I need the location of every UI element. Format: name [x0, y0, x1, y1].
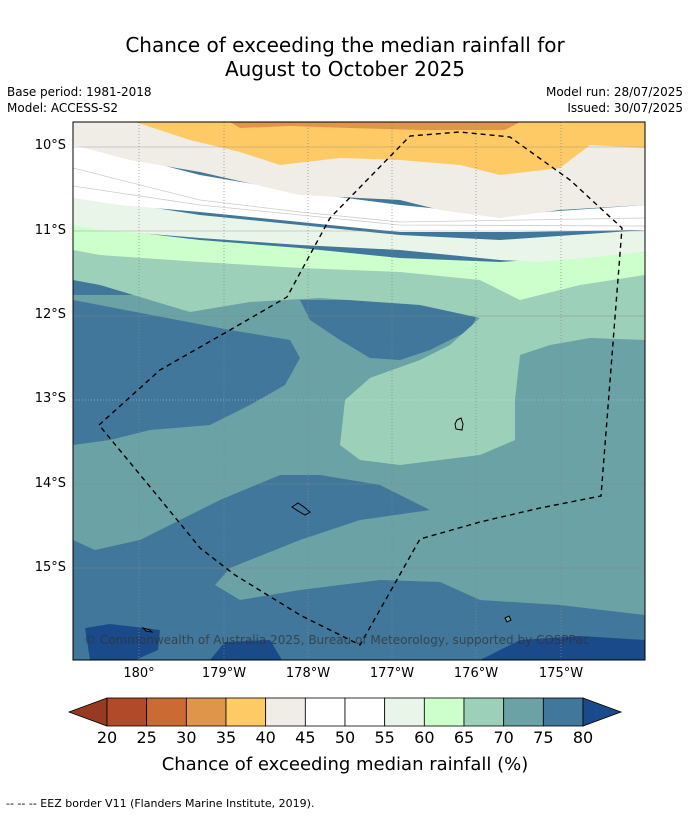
colorbar-tick-label: 50	[334, 728, 356, 747]
colorbar-title: Chance of exceeding median rainfall (%)	[161, 754, 529, 775]
band-80plus-right	[480, 636, 645, 660]
map-title-line1: Chance of exceeding the median rainfall …	[125, 33, 565, 57]
colorbar-segment	[542, 697, 584, 727]
colorbar-tick-label: 45	[295, 728, 316, 747]
base-period: Base period: 1981-2018	[7, 85, 152, 99]
lat-label: 12°S	[34, 307, 66, 322]
colorbar-tick-label: 65	[453, 728, 475, 747]
colorbar-tick-label: 40	[255, 728, 276, 747]
lon-label: 177°W	[369, 666, 415, 681]
colorbar-segment	[344, 697, 386, 727]
colorbar-under-arrow	[67, 697, 108, 727]
band-30-35	[230, 122, 520, 130]
band-75-80-upper	[73, 300, 300, 445]
band-80plus-mid	[210, 640, 282, 660]
colorbar-tick-label: 20	[96, 728, 118, 747]
model-name: Model: ACCESS-S2	[7, 101, 119, 115]
colorbar-tick-label: 75	[533, 728, 554, 747]
model-run: Model run: 28/07/2025	[545, 85, 683, 99]
colorbar-tick-label: 80	[572, 728, 594, 747]
island-small	[504, 615, 512, 623]
lon-label: 180°	[123, 666, 155, 681]
colorbar-tick-label: 25	[136, 728, 157, 747]
colorbar-tick-label: 35	[215, 728, 237, 747]
copyright-notice: © Commonwealth of Australia 2025, Bureau…	[84, 633, 590, 647]
colorbar-over-arrow	[582, 697, 623, 727]
colorbar-segment	[225, 697, 267, 727]
issued-date: Issued: 30/07/2025	[567, 101, 683, 115]
colorbar-segment	[185, 697, 227, 727]
colorbar-segment	[384, 697, 425, 727]
lat-label: 10°S	[34, 138, 66, 153]
lon-label: 176°W	[453, 666, 499, 681]
island-west	[141, 626, 154, 633]
colorbar-tick-label: 30	[176, 728, 197, 747]
band-80plus-left	[85, 624, 160, 660]
island-wallis	[454, 417, 464, 431]
island-futuna	[291, 502, 311, 516]
colorbar-tick-label: 55	[374, 728, 395, 747]
lon-label: 178°W	[285, 666, 331, 681]
lat-label: 14°S	[34, 476, 66, 491]
colorbar-tick-label: 70	[493, 728, 514, 747]
band-55-60	[73, 195, 645, 262]
map-title-line2: August to October 2025	[224, 57, 466, 81]
lat-label: 13°S	[34, 391, 66, 406]
colorbar-segment	[106, 697, 148, 727]
eez-border	[98, 131, 623, 646]
lat-label: 15°S	[34, 560, 66, 575]
colorbar-tick-label: 60	[414, 728, 435, 747]
band-35-40	[135, 122, 645, 175]
colorbar-segment	[423, 697, 465, 727]
band-75-80-upper2	[300, 300, 480, 360]
colorbar-segment	[265, 697, 306, 727]
lat-label: 11°S	[34, 223, 66, 238]
band-65-70	[73, 245, 645, 465]
colorbar	[67, 697, 623, 727]
lon-label: 179°W	[201, 666, 247, 681]
colorbar-segment	[463, 697, 505, 727]
colorbar-segment	[503, 697, 544, 727]
eez-footnote: -- -- -- EEZ border V11 (Flanders Marine…	[6, 797, 315, 810]
lon-label: 175°W	[538, 666, 584, 681]
band-60-65	[73, 225, 645, 300]
colorbar-segment	[304, 697, 346, 727]
colorbar-segment	[146, 697, 187, 727]
band-45-55	[73, 142, 645, 232]
